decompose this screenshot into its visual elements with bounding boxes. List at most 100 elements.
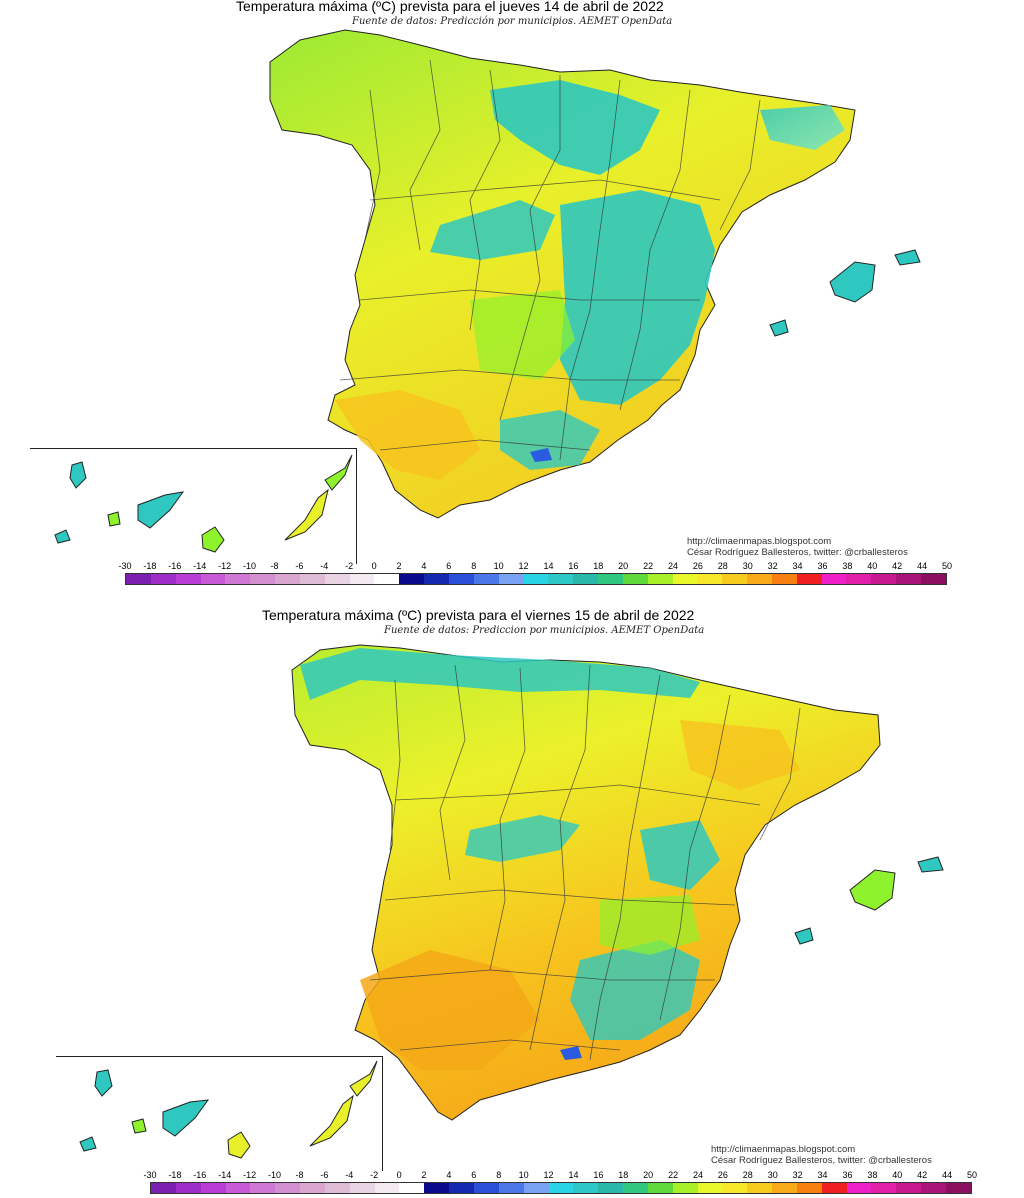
legend-tick-label: 10 bbox=[518, 1170, 529, 1180]
legend-tick-label: 50 bbox=[941, 561, 953, 571]
legend-tick-label: 14 bbox=[568, 1170, 579, 1180]
legend-tick-label: 2 bbox=[421, 1170, 427, 1180]
legend-swatch bbox=[573, 574, 599, 584]
legend-tick-label: 4 bbox=[446, 1170, 452, 1180]
legend-swatch bbox=[796, 574, 822, 584]
legend-tick-label: 4 bbox=[421, 561, 427, 571]
map-title: Temperatura máxima (ºC) prevista para el… bbox=[262, 607, 695, 623]
legend-swatch bbox=[250, 574, 276, 584]
legend-swatch bbox=[623, 1183, 648, 1193]
legend-tick-label: 20 bbox=[618, 561, 629, 571]
legend-swatch bbox=[275, 574, 300, 584]
legend-swatch bbox=[225, 574, 251, 584]
legend-tick-label: 34 bbox=[817, 1170, 828, 1180]
legend-tick-label: 26 bbox=[717, 1170, 728, 1180]
legend-swatch bbox=[747, 574, 772, 584]
legend-tick-label: 16 bbox=[568, 561, 579, 571]
legend-swatch bbox=[921, 574, 946, 584]
legend-swatch bbox=[250, 1183, 276, 1193]
legend-swatch bbox=[374, 574, 400, 584]
legend-swatch bbox=[622, 574, 648, 584]
legend-swatch bbox=[324, 574, 350, 584]
color-legend-bar bbox=[125, 573, 947, 585]
legend-tick-label: 30 bbox=[742, 561, 753, 571]
color-legend-bar bbox=[150, 1182, 972, 1194]
legend-swatch bbox=[151, 1183, 176, 1193]
legend-tick-label: -30 bbox=[118, 561, 132, 571]
warm-zone-southwest bbox=[360, 950, 540, 1070]
legend-tick-label: 8 bbox=[496, 1170, 502, 1180]
legend-swatch bbox=[896, 574, 921, 584]
legend-swatch bbox=[374, 1183, 400, 1193]
legend-swatch bbox=[921, 1183, 946, 1193]
legend-tick-label: 50 bbox=[966, 1170, 978, 1180]
legend-swatch bbox=[523, 574, 549, 584]
legend-tick-label: -2 bbox=[345, 561, 354, 571]
legend-swatch bbox=[647, 1183, 673, 1193]
legend-tick-label: 14 bbox=[543, 561, 554, 571]
legend-swatch bbox=[573, 1183, 599, 1193]
credit-author: César Rodríguez Ballesteros, twitter: @c… bbox=[711, 1155, 932, 1166]
legend-tick-label: 40 bbox=[892, 1170, 903, 1180]
legend-tick-label: -4 bbox=[345, 1170, 354, 1180]
mallorca-shape bbox=[829, 261, 876, 303]
credit-url: http://climaenmapas.blogspot.com bbox=[687, 536, 832, 547]
legend-tick-label: 26 bbox=[692, 561, 703, 571]
legend-swatch bbox=[772, 1183, 797, 1193]
cool-zone-east bbox=[560, 190, 715, 405]
legend-tick-label: 42 bbox=[917, 1170, 928, 1180]
cold-spot-sierra-nevada bbox=[560, 1046, 582, 1060]
mallorca-shape bbox=[849, 869, 896, 911]
legend-swatch bbox=[349, 574, 375, 584]
legend-swatch bbox=[523, 1183, 549, 1193]
legend-tick-label: 12 bbox=[518, 561, 529, 571]
legend-tick-label: -12 bbox=[218, 561, 232, 571]
legend-tick-label: 38 bbox=[842, 561, 853, 571]
legend-tick-label: 32 bbox=[792, 1170, 803, 1180]
cool-zone-center bbox=[430, 200, 555, 260]
legend-swatch bbox=[598, 574, 623, 584]
legend-tick-label: -8 bbox=[295, 1170, 304, 1180]
legend-swatch bbox=[946, 1183, 971, 1193]
legend-tick-label: 18 bbox=[593, 561, 604, 571]
legend-tick-label: 8 bbox=[471, 561, 477, 571]
ibiza-shape bbox=[769, 319, 789, 337]
legend-tick-label: -16 bbox=[193, 1170, 207, 1180]
legend-tick-label: -4 bbox=[320, 561, 329, 571]
legend-tick-label: 16 bbox=[593, 1170, 604, 1180]
legend-swatch bbox=[424, 1183, 450, 1193]
legend-swatch bbox=[697, 1183, 723, 1193]
legend-tick-label: -14 bbox=[218, 1170, 232, 1180]
legend-tick-label: 22 bbox=[668, 1170, 679, 1180]
legend-swatch bbox=[821, 1183, 847, 1193]
legend-tick-label: -16 bbox=[168, 561, 182, 571]
legend-swatch bbox=[275, 1183, 301, 1193]
legend-swatch bbox=[871, 1183, 897, 1193]
legend-swatch bbox=[722, 574, 748, 584]
cold-spot-sierra-nevada bbox=[530, 448, 552, 462]
legend-swatch bbox=[225, 1183, 251, 1193]
legend-swatch bbox=[449, 1183, 474, 1193]
legend-swatch bbox=[473, 574, 499, 584]
legend-swatch bbox=[300, 1183, 325, 1193]
legend-tick-label: -10 bbox=[243, 561, 257, 571]
legend-swatch bbox=[424, 574, 449, 584]
legend-tick-label: 28 bbox=[717, 561, 728, 571]
legend-tick-label: -18 bbox=[168, 1170, 182, 1180]
map-panel-thursday: Temperatura máxima (ºC) prevista para el… bbox=[0, 0, 1024, 592]
legend-tick-label: 18 bbox=[618, 1170, 629, 1180]
temperature-map-friday bbox=[79, 644, 944, 1159]
legend-tick-label: 34 bbox=[792, 561, 803, 571]
legend-swatch bbox=[672, 574, 698, 584]
legend-tick-label: 6 bbox=[446, 561, 452, 571]
legend-swatch bbox=[349, 1183, 375, 1193]
legend-swatch bbox=[548, 1183, 574, 1193]
cool-zone-iberian bbox=[640, 820, 720, 890]
legend-swatch bbox=[846, 1183, 872, 1193]
legend-tick-label: 40 bbox=[867, 561, 878, 571]
legend-swatch bbox=[126, 574, 151, 584]
map-panel-friday: Temperatura máxima (ºC) prevista para el… bbox=[0, 600, 1024, 1198]
cool-zone-cantabrian bbox=[300, 648, 700, 700]
legend-swatch bbox=[399, 574, 425, 584]
legend-tick-label: 44 bbox=[917, 561, 928, 571]
